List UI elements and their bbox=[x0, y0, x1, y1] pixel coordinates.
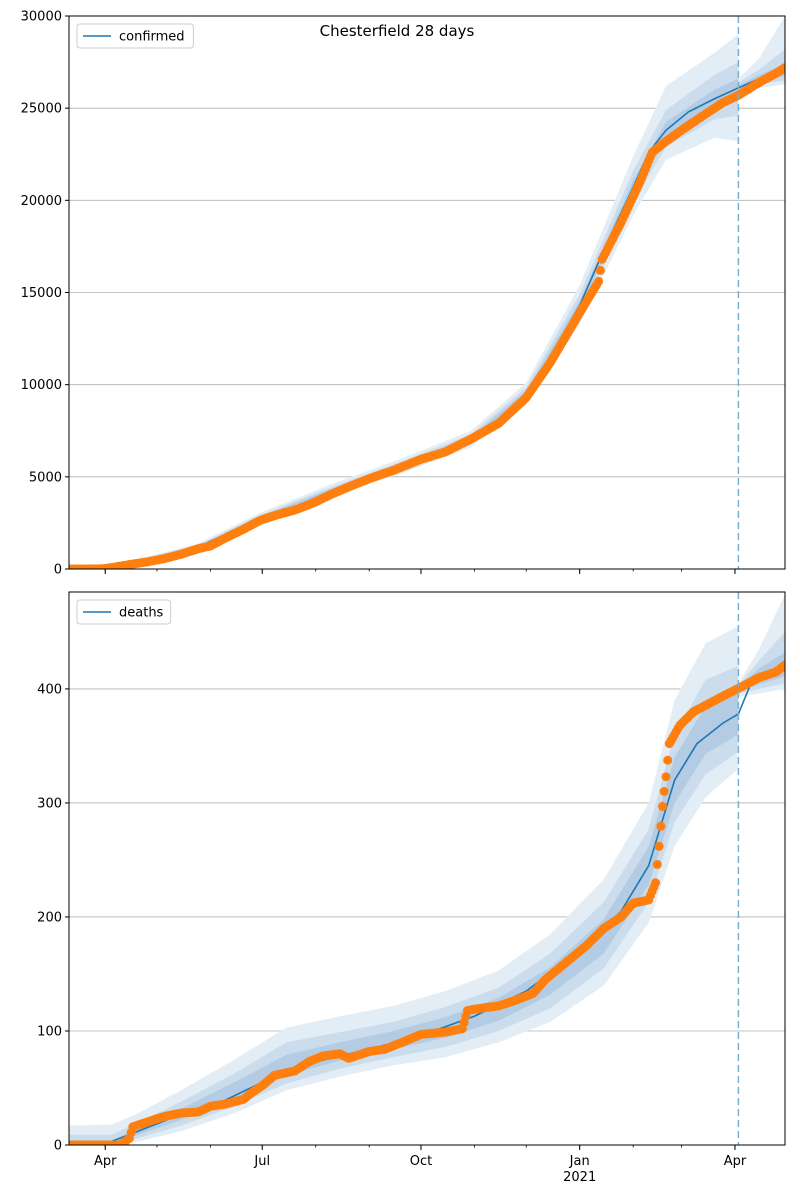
legend-label: confirmed bbox=[119, 30, 185, 45]
y-tick-label: 5000 bbox=[29, 470, 62, 485]
y-tick-label: 10000 bbox=[21, 378, 62, 393]
observed-point bbox=[659, 787, 669, 796]
x-tick-label: Oct bbox=[410, 1154, 432, 1169]
observed-point bbox=[663, 755, 673, 765]
axes-frame bbox=[68, 591, 786, 1146]
observed-point bbox=[594, 276, 604, 286]
observed-point bbox=[656, 821, 666, 831]
y-tick-label: 15000 bbox=[21, 286, 62, 301]
x-tick-label: Apr bbox=[724, 1154, 747, 1169]
y-tick-label: 20000 bbox=[21, 194, 62, 209]
y-tick-label: 300 bbox=[37, 796, 62, 811]
x-tick-label: Jan bbox=[569, 1154, 590, 1169]
y-tick-label: 100 bbox=[37, 1024, 62, 1039]
figure-title: Chesterfield 28 days bbox=[320, 22, 475, 40]
observed-point bbox=[595, 265, 605, 275]
legend-label: deaths bbox=[119, 606, 164, 621]
legend-box bbox=[76, 599, 172, 625]
x-tick-label: Apr bbox=[94, 1154, 117, 1169]
y-tick-label: 400 bbox=[37, 682, 62, 697]
confirmed-panel: 0 5000 10000 15000 20000 25000 30000 confirmed bbox=[21, 10, 786, 578]
plot-area bbox=[69, 594, 785, 1145]
observed-point bbox=[654, 841, 664, 851]
x-tick-sublabel: 2021 bbox=[563, 1170, 596, 1185]
plot-area bbox=[69, 16, 785, 569]
y-tick-label: 30000 bbox=[21, 10, 62, 25]
observed-point bbox=[780, 63, 785, 73]
y-tick-label: 25000 bbox=[21, 102, 62, 117]
observed-point bbox=[780, 660, 785, 670]
observed-point bbox=[651, 878, 661, 888]
legend-box bbox=[76, 23, 194, 49]
observed-point bbox=[652, 860, 662, 869]
y-tick-label: 0 bbox=[54, 1139, 62, 1154]
y-tick-label: 200 bbox=[37, 910, 62, 925]
y-tick-label: 0 bbox=[54, 563, 62, 578]
observed-point bbox=[661, 772, 671, 782]
observed-point bbox=[658, 801, 667, 811]
x-tick-label: Jul bbox=[253, 1154, 270, 1169]
